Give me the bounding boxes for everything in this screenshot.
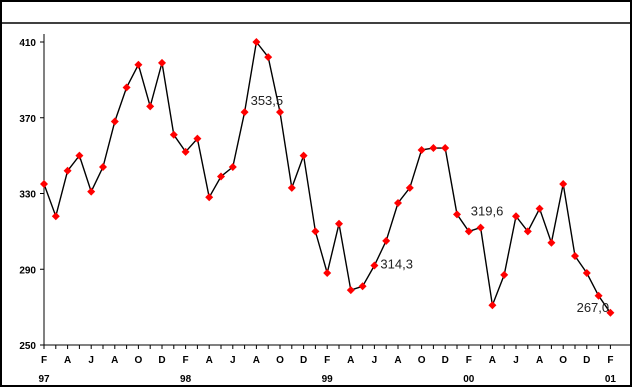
x-tick-label: F	[466, 355, 472, 366]
x-tick-label: F	[324, 355, 330, 366]
x-tick-label: J	[230, 355, 236, 366]
data-point	[122, 83, 131, 92]
x-tick-label: J	[372, 355, 378, 366]
y-tick-label: 290	[19, 265, 36, 276]
x-tick-label: F	[41, 355, 47, 366]
data-point	[264, 53, 273, 62]
data-point	[205, 193, 214, 202]
year-label: 00	[463, 374, 475, 385]
data-point	[559, 180, 568, 189]
data-point	[453, 210, 461, 219]
data-point	[476, 223, 485, 232]
data-point	[370, 261, 379, 270]
y-tick-label: 330	[19, 190, 36, 201]
data-label: 353,5	[251, 93, 284, 108]
year-label: 99	[322, 374, 334, 385]
data-point	[87, 187, 96, 196]
x-tick-label: A	[253, 355, 260, 366]
data-point	[75, 151, 84, 160]
x-tick-label: A	[536, 355, 543, 366]
x-tick-label: A	[489, 355, 496, 366]
data-point	[134, 60, 143, 69]
data-point	[571, 251, 579, 260]
x-tick-label: J	[88, 355, 94, 366]
year-label: 98	[180, 374, 192, 385]
year-label: 01	[605, 374, 617, 385]
x-tick-label: A	[111, 355, 118, 366]
data-point	[181, 147, 190, 156]
data-label: 319,6	[471, 203, 504, 218]
x-tick-label: O	[559, 355, 567, 366]
data-point	[358, 282, 367, 291]
x-tick-label: F	[607, 355, 613, 366]
x-tick-label: D	[300, 355, 307, 366]
data-point	[441, 144, 450, 153]
x-tick-label: A	[394, 355, 401, 366]
x-tick-label: O	[418, 355, 426, 366]
data-point	[405, 183, 414, 192]
data-point	[382, 236, 391, 245]
data-point	[110, 117, 119, 126]
y-tick-label: 250	[19, 341, 36, 352]
plot-area: 250 290 330 370 410 F A J A O D F A J A O D F A J A O D F A J A O D F…	[0, 22, 632, 385]
data-point	[417, 145, 426, 154]
data-point	[169, 130, 178, 139]
data-point	[394, 198, 402, 207]
data-point	[547, 238, 556, 247]
data-point	[523, 227, 532, 236]
data-point	[606, 308, 615, 317]
data-point	[488, 301, 497, 310]
data-point	[512, 212, 520, 221]
x-tick-label: F	[183, 355, 189, 366]
x-tick-label: D	[158, 355, 165, 366]
data-point	[335, 219, 343, 228]
x-tick-label: O	[276, 355, 284, 366]
x-tick-label: J	[513, 355, 519, 366]
data-point	[346, 286, 355, 295]
data-point	[429, 144, 438, 153]
year-label: 97	[38, 374, 50, 385]
data-point	[51, 212, 60, 221]
x-tick-label: D	[583, 355, 590, 366]
data-label: 267,0	[577, 300, 610, 315]
data-point	[299, 151, 308, 160]
data-point	[594, 291, 603, 300]
data-point	[323, 269, 332, 278]
data-point	[158, 58, 166, 67]
x-tick-label: A	[347, 355, 354, 366]
data-point	[464, 227, 473, 236]
data-point	[228, 162, 237, 171]
y-tick-label: 370	[19, 114, 36, 125]
x-tick-label: A	[206, 355, 213, 366]
data-point	[311, 227, 320, 236]
data-point	[287, 183, 296, 192]
data-point	[582, 269, 591, 278]
data-point	[146, 102, 155, 111]
data-point	[193, 134, 202, 143]
x-tick-label: O	[135, 355, 143, 366]
x-tick-label: D	[442, 355, 449, 366]
y-tick-label: 410	[19, 38, 36, 49]
data-point	[99, 162, 107, 171]
data-point	[500, 270, 509, 279]
data-point	[63, 166, 72, 175]
data-label: 314,3	[380, 256, 413, 271]
data-point	[276, 108, 284, 117]
data-point	[240, 108, 249, 117]
data-point	[217, 172, 225, 181]
data-point	[252, 38, 261, 46]
data-point	[535, 204, 544, 213]
x-tick-label: A	[64, 355, 71, 366]
data-point	[40, 180, 48, 189]
